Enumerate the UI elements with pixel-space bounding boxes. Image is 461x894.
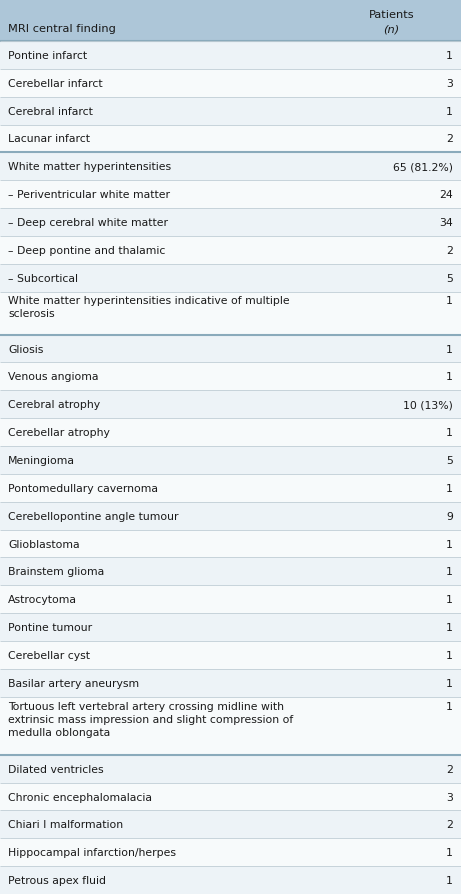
Bar [0,669,461,697]
Bar [0,292,461,335]
Text: Venous angioma: Venous angioma [8,372,99,382]
Bar [0,125,461,153]
Text: Cerebral infarct: Cerebral infarct [8,106,93,116]
Text: Hippocampal infarction/herpes: Hippocampal infarction/herpes [8,848,176,857]
Text: 1: 1 [446,372,453,382]
Text: – Subcortical: – Subcortical [8,274,78,283]
Text: 1: 1 [446,539,453,549]
Text: 1: 1 [446,344,453,354]
Text: 1: 1 [446,106,453,116]
Bar [0,811,461,839]
Text: 1: 1 [446,622,453,632]
Text: Pontomedullary cavernoma: Pontomedullary cavernoma [8,484,158,493]
Bar [0,586,461,613]
Text: (n): (n) [384,24,400,34]
Text: Dilated ventricles: Dilated ventricles [8,763,104,774]
Text: Cerebral atrophy: Cerebral atrophy [8,400,100,409]
Text: Gliosis: Gliosis [8,344,43,354]
Bar [0,839,461,866]
Text: 3: 3 [446,79,453,89]
Text: 3: 3 [446,791,453,802]
Text: Cerebellopontine angle tumour: Cerebellopontine angle tumour [8,511,178,521]
Bar [0,783,461,811]
Text: 2: 2 [446,134,453,144]
Text: 1: 1 [446,567,453,577]
Text: 9: 9 [446,511,453,521]
Text: 5: 5 [446,455,453,466]
Bar [0,697,461,755]
Text: 1: 1 [446,427,453,438]
Bar [0,502,461,530]
Bar [0,335,461,363]
Text: 1: 1 [446,650,453,660]
Text: Chiari I malformation: Chiari I malformation [8,820,123,830]
Text: 1: 1 [446,484,453,493]
Text: – Periventricular white matter: – Periventricular white matter [8,190,170,200]
Text: Meningioma: Meningioma [8,455,75,466]
Text: 24: 24 [439,190,453,200]
Text: Pontine infarct: Pontine infarct [8,51,87,61]
Text: 1: 1 [446,595,453,604]
Text: – Deep cerebral white matter: – Deep cerebral white matter [8,218,168,228]
Bar [0,558,461,586]
Text: Astrocytoma: Astrocytoma [8,595,77,604]
Text: MRI central finding: MRI central finding [8,24,116,34]
Text: Pontine tumour: Pontine tumour [8,622,92,632]
Bar [0,866,461,894]
Bar [0,97,461,125]
Bar [0,70,461,97]
Text: Tortuous left vertebral artery crossing midline with
extrinsic mass impression a: Tortuous left vertebral artery crossing … [8,702,293,738]
Text: Brainstem glioma: Brainstem glioma [8,567,104,577]
Text: 10 (13%): 10 (13%) [403,400,453,409]
Bar [0,418,461,446]
Text: 2: 2 [446,820,453,830]
Bar [0,530,461,558]
Text: 1: 1 [446,702,453,712]
Bar [0,475,461,502]
Bar [0,391,461,418]
Text: Patients: Patients [369,10,414,20]
Text: 1: 1 [446,296,453,306]
Text: 2: 2 [446,763,453,774]
Bar [0,641,461,669]
Text: 2: 2 [446,246,453,256]
Text: Lacunar infarct: Lacunar infarct [8,134,90,144]
Text: 1: 1 [446,875,453,885]
Bar [0,181,461,209]
Bar [0,153,461,181]
Text: 5: 5 [446,274,453,283]
Bar [0,363,461,391]
Text: Petrous apex fluid: Petrous apex fluid [8,875,106,885]
Bar [0,755,461,783]
Text: Chronic encephalomalacia: Chronic encephalomalacia [8,791,152,802]
Bar [0,613,461,641]
Bar [0,265,461,292]
Text: White matter hyperintensities indicative of multiple
sclerosis: White matter hyperintensities indicative… [8,296,290,318]
Text: Cerebellar cyst: Cerebellar cyst [8,650,90,660]
Text: – Deep pontine and thalamic: – Deep pontine and thalamic [8,246,165,256]
Text: 1: 1 [446,678,453,688]
Bar [0,237,461,265]
Text: 65 (81.2%): 65 (81.2%) [393,162,453,173]
Bar [0,0,461,42]
Text: 34: 34 [439,218,453,228]
Text: Basilar artery aneurysm: Basilar artery aneurysm [8,678,139,688]
Text: White matter hyperintensities: White matter hyperintensities [8,162,171,173]
Bar [0,42,461,70]
Text: 1: 1 [446,51,453,61]
Bar [0,209,461,237]
Text: 1: 1 [446,848,453,857]
Text: Cerebellar atrophy: Cerebellar atrophy [8,427,110,438]
Bar [0,446,461,475]
Text: Cerebellar infarct: Cerebellar infarct [8,79,103,89]
Text: Glioblastoma: Glioblastoma [8,539,80,549]
